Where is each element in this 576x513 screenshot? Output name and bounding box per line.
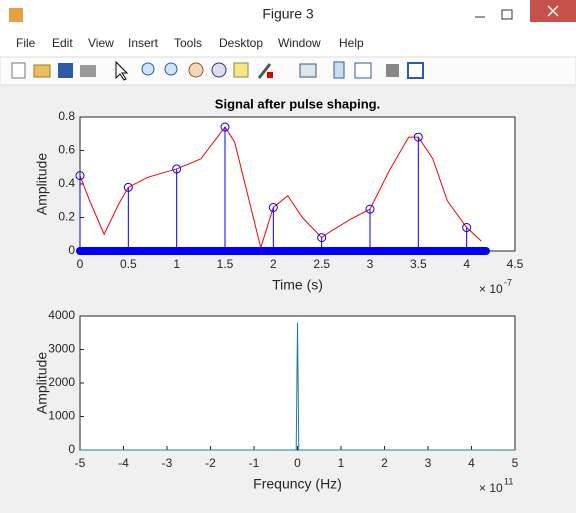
x-scale-power: 11: [504, 476, 513, 486]
brush-color: [267, 72, 273, 78]
x-axis-label: Time (s): [272, 277, 323, 293]
menu: File Edit View Insert Tools Desktop Window Help: [16, 36, 364, 50]
zoom-out-icon[interactable]: [164, 62, 178, 76]
menu-item[interactable]: Edit: [52, 36, 73, 50]
x-tick-label: 4.5: [507, 257, 524, 271]
pointer-icon[interactable]: [115, 60, 129, 81]
x-tick-label: 0.5: [120, 257, 137, 271]
stem-marker: [268, 202, 278, 212]
x-tick-label: -4: [118, 456, 129, 470]
x-scale-power: -7: [504, 277, 512, 287]
toolbar-icons: [11, 60, 424, 81]
datacursor-icon[interactable]: [233, 62, 249, 78]
stem-marker: [462, 223, 472, 233]
menu-item[interactable]: Window: [278, 36, 321, 50]
chart-title: Signal after pulse shaping.: [215, 96, 380, 111]
x-tick-label: 3: [425, 456, 432, 470]
stem-marker: [413, 132, 423, 142]
link-icon[interactable]: [299, 63, 317, 78]
x-tick-label: 2: [270, 257, 277, 271]
menu-item[interactable]: File: [16, 36, 36, 50]
y-tick-label: 1000: [48, 409, 75, 423]
y-tick-label: 0.2: [58, 210, 75, 224]
x-tick-label: -5: [75, 456, 86, 470]
y-tick-label: 0.8: [58, 109, 75, 123]
stem-marker: [75, 171, 85, 181]
stem-marker: [365, 204, 375, 214]
x-tick-label: 2: [381, 456, 388, 470]
plot-area: [79, 116, 516, 252]
menu-item[interactable]: Insert: [128, 36, 159, 50]
x-tick-label: -2: [205, 456, 216, 470]
x-scale-base: × 10: [479, 481, 503, 495]
stem-marker: [220, 122, 230, 132]
menu-item[interactable]: Tools: [174, 36, 202, 50]
close-icon: [547, 5, 559, 17]
stem-marker: [123, 182, 133, 192]
axes: -5 -4 -3 -2 -1 0 1 2 3 4 5 0 1000 2000 3000 4000 Frequnc…: [34, 308, 519, 495]
title-bar: [0, 0, 576, 30]
menu-item[interactable]: View: [88, 36, 114, 50]
y-axis-label: Amplitude: [34, 153, 50, 215]
x-tick-label: -1: [249, 456, 260, 470]
y-tick-label: 0: [68, 442, 75, 456]
brush-icon[interactable]: [257, 63, 272, 79]
x-tick-label: 2.5: [313, 257, 330, 271]
y-tick-label: 0.4: [58, 176, 75, 190]
stem-marker: [172, 164, 182, 174]
y-tick-label: 0: [68, 243, 75, 257]
x-tick-label: 0: [294, 456, 301, 470]
menu-item[interactable]: Help: [339, 36, 364, 50]
hide-tools-icon[interactable]: [386, 64, 399, 77]
new-icon[interactable]: [11, 62, 26, 79]
menu-bar: [0, 30, 576, 57]
rotate-icon[interactable]: [211, 62, 227, 78]
x-tick-label: 4: [463, 257, 470, 271]
axes: Signal after pulse shaping. 0 0.5 1 1.5 2 2.5 3…: [34, 96, 524, 296]
y-tick-label: 4000: [48, 308, 75, 322]
x-tick-label: 3.5: [410, 257, 427, 271]
x-tick-label: 1: [173, 257, 180, 271]
y-axis-label: Amplitude: [34, 352, 50, 414]
x-tick-label: 1.5: [217, 257, 234, 271]
window-title: Figure 3: [262, 6, 314, 22]
print-icon[interactable]: [80, 65, 96, 77]
stem-marker: [317, 233, 327, 243]
menu-item[interactable]: Desktop: [219, 36, 263, 50]
zoom-in-icon[interactable]: [141, 62, 155, 76]
x-tick-label: 3: [367, 257, 374, 271]
x-axis-label: Frequncy (Hz): [253, 476, 342, 492]
save-icon[interactable]: [58, 63, 73, 78]
open-icon[interactable]: [33, 64, 51, 78]
legend-icon[interactable]: [354, 62, 372, 79]
x-tick-label: 1: [338, 456, 345, 470]
colorbar-icon[interactable]: [333, 61, 345, 79]
x-tick-label: 0: [77, 257, 84, 271]
app-icon: [9, 8, 23, 22]
plots: Signal after pulse shaping. 0 0.5 1 1.5 2 2.5 3…: [34, 96, 524, 495]
y-tick-label: 3000: [48, 342, 75, 356]
x-tick-label: -3: [162, 456, 173, 470]
signal-line: [79, 126, 482, 250]
y-tick-label: 0.6: [58, 143, 75, 157]
x-tick-label: 4: [468, 456, 475, 470]
x-tick-label: 5: [512, 456, 519, 470]
x-scale-base: × 10: [479, 282, 503, 296]
y-tick-label: 2000: [48, 375, 75, 389]
show-tools-icon[interactable]: [407, 62, 424, 79]
maximize[interactable]: [501, 9, 513, 20]
pan-icon[interactable]: [188, 62, 204, 78]
signal-line: [80, 322, 515, 451]
